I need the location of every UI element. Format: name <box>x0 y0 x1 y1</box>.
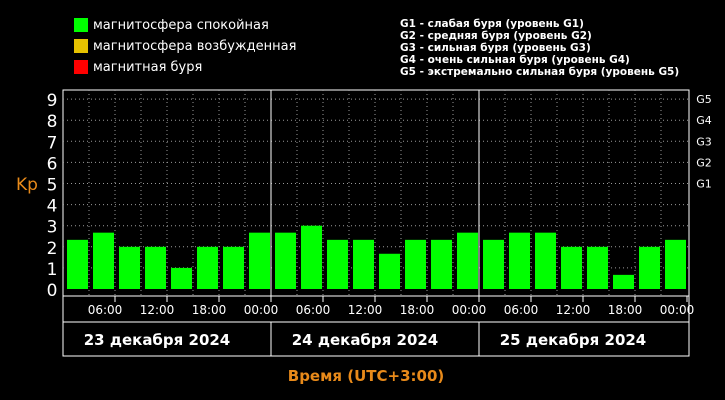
legend-label-storm: магнитная буря <box>93 59 203 75</box>
legend-swatch-quiet <box>74 18 88 32</box>
kp-bar <box>483 239 504 289</box>
g-level-label: G5 <box>696 93 712 106</box>
kp-bar <box>353 239 374 289</box>
x-tick-label: 12:00 <box>140 303 175 317</box>
y-tick-label: 2 <box>47 239 58 259</box>
kp-bar <box>119 246 140 289</box>
kp-bar <box>457 232 478 289</box>
y-tick-label: 6 <box>47 154 58 174</box>
x-tick-label: 12:00 <box>348 303 383 317</box>
kp-bar <box>587 246 608 289</box>
y-tick-label: 3 <box>47 218 58 238</box>
storm-level-g2: G2 - средняя буря (уровень G2) <box>400 30 592 42</box>
kp-bar <box>249 232 270 289</box>
x-axis-title: Время (UTC+3:00) <box>288 367 444 385</box>
x-tick-label: 18:00 <box>608 303 643 317</box>
kp-bar <box>509 232 530 289</box>
g-level-label: G3 <box>696 135 712 148</box>
day-label: 25 декабря 2024 <box>500 331 647 349</box>
kp-bar <box>431 239 452 289</box>
kp-bar <box>639 246 660 289</box>
x-tick-label: 18:00 <box>400 303 435 317</box>
y-tick-label: 7 <box>47 133 58 153</box>
legend-swatch-disturbed <box>74 39 88 53</box>
x-tick-label: 06:00 <box>88 303 123 317</box>
legend-item-storm: магнитная буря <box>74 59 202 75</box>
kp-bar <box>535 232 556 289</box>
legend-label-disturbed: магнитосфера возбужденная <box>93 38 297 54</box>
kp-bar <box>67 239 88 289</box>
kp-bar <box>171 267 192 289</box>
y-tick-label: 8 <box>47 112 58 132</box>
g-level-label: G1 <box>696 178 712 191</box>
kp-bar <box>561 246 582 289</box>
x-tick-label: 00:00 <box>660 303 695 317</box>
kp-bar <box>145 246 166 289</box>
x-tick-label: 00:00 <box>244 303 279 317</box>
day-label-frame <box>62 321 690 357</box>
x-tick-label: 06:00 <box>504 303 539 317</box>
x-tick-label: 12:00 <box>556 303 591 317</box>
g-level-label: G4 <box>696 114 712 127</box>
kp-bar <box>301 225 322 289</box>
kp-bar <box>93 232 114 289</box>
y-tick-label: 5 <box>47 176 58 196</box>
day-label: 23 декабря 2024 <box>84 331 231 349</box>
x-tick-label: 00:00 <box>452 303 487 317</box>
kp-bar <box>379 253 400 289</box>
kp-bar <box>275 232 296 289</box>
legend-swatch-storm <box>74 60 88 74</box>
y-axis-title: Kp <box>16 175 38 195</box>
kp-bar <box>197 246 218 289</box>
g-level-label: G2 <box>696 156 712 169</box>
y-tick-label: 0 <box>47 281 58 301</box>
legend-label-quiet: магнитосфера спокойная <box>93 17 269 33</box>
storm-level-g3: G3 - сильная буря (уровень G3) <box>400 42 591 54</box>
storm-level-g5: G5 - экстремально сильная буря (уровень … <box>400 66 680 78</box>
kp-bar <box>223 246 244 289</box>
y-tick-label: 9 <box>47 91 58 111</box>
storm-level-g4: G4 - очень сильная буря (уровень G4) <box>400 54 630 66</box>
storm-level-g1: G1 - слабая буря (уровень G1) <box>400 18 584 30</box>
x-tick-label: 18:00 <box>192 303 227 317</box>
y-tick-label: 4 <box>47 197 58 217</box>
legend-item-quiet: магнитосфера спокойная <box>74 17 269 33</box>
legend-item-disturbed: магнитосфера возбужденная <box>74 38 296 54</box>
x-tick-label: 06:00 <box>296 303 331 317</box>
day-label: 24 декабря 2024 <box>292 331 439 349</box>
kp-bar <box>613 274 634 289</box>
kp-bar <box>665 239 686 289</box>
kp-bar <box>405 239 426 289</box>
kp-bar <box>327 239 348 289</box>
y-tick-label: 1 <box>47 260 58 280</box>
